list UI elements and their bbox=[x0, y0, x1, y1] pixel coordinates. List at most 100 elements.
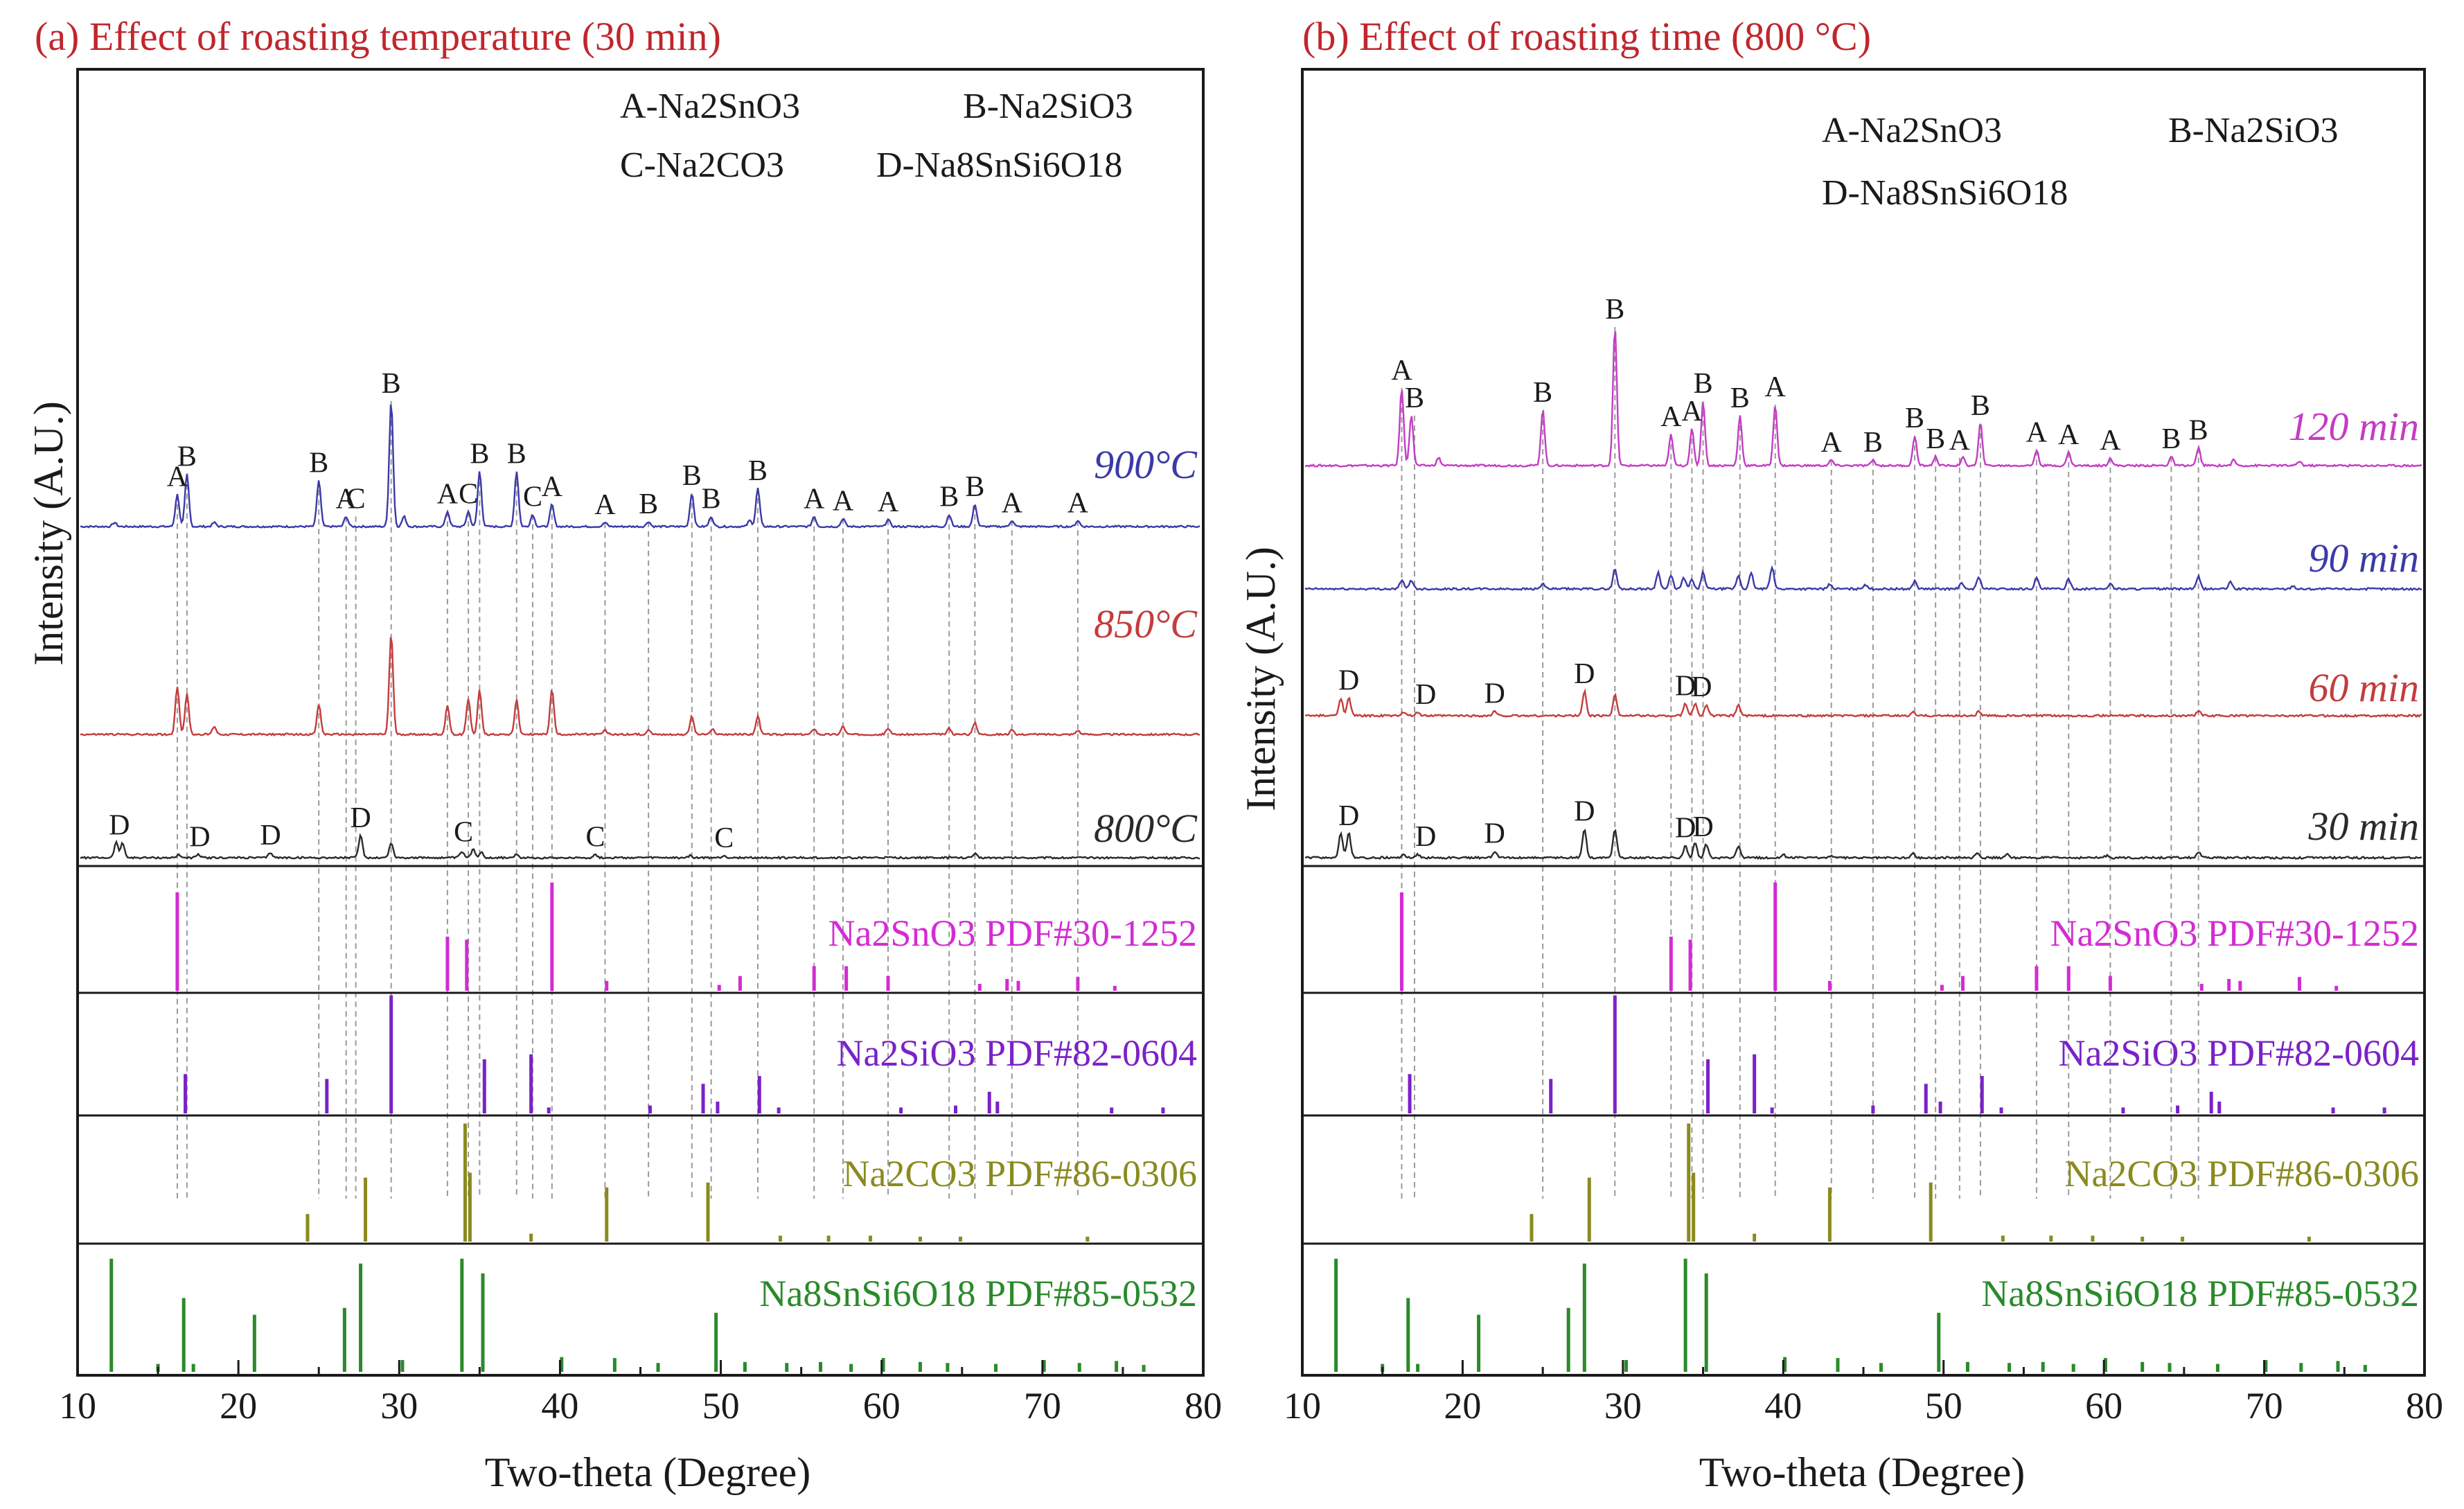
peak-label: D bbox=[1675, 812, 1696, 844]
peak-label: B bbox=[1971, 390, 1990, 422]
panel-b-legend-a: A-Na2SnO3 bbox=[1822, 111, 2002, 150]
panel-a: (a) Effect of roasting temperature (30 m… bbox=[26, 14, 1222, 1495]
x-tick-label: 40 bbox=[541, 1385, 578, 1427]
xrd-curve bbox=[80, 833, 1200, 861]
x-tick-label: 20 bbox=[1444, 1385, 1481, 1427]
panel-b-title: (b) Effect of roasting time (800 °C) bbox=[1302, 14, 1871, 59]
panel-b-ref-label-na2sio3: Na2SiO3 PDF#82-0604 bbox=[2058, 1032, 2419, 1074]
panel-a-title: (a) Effect of roasting temperature (30 m… bbox=[35, 14, 721, 59]
panel-a-ref-label-na2co3: Na2CO3 PDF#86-0306 bbox=[842, 1153, 1197, 1194]
peak-label: A bbox=[1391, 355, 1412, 387]
panel-b-frame bbox=[1301, 68, 2426, 1377]
panel-b-curve-label-120: 120 min bbox=[2289, 404, 2420, 449]
panel-a-curve-label-900: 900°C bbox=[1094, 442, 1198, 487]
xrd-curve bbox=[80, 404, 1200, 529]
panel-a-x-ticks: 10 20 30 40 50 60 70 80 bbox=[59, 1360, 1222, 1427]
peak-label: A bbox=[1821, 427, 1843, 459]
peak-label: A bbox=[2058, 419, 2080, 451]
peak-label: D bbox=[189, 822, 210, 854]
peak-label: C bbox=[459, 478, 478, 510]
panel-b-guides bbox=[1401, 327, 2199, 1199]
peak-label: D bbox=[1675, 670, 1696, 702]
peak-label: B bbox=[1533, 377, 1552, 409]
peak-label: D bbox=[1574, 795, 1595, 827]
peak-label: A bbox=[1765, 371, 1787, 403]
xrd-curve bbox=[80, 637, 1200, 737]
panel-b-x-axis-label: Two-theta (Degree) bbox=[1699, 1449, 2026, 1495]
peak-label: B bbox=[1730, 382, 1750, 414]
x-tick-label: 50 bbox=[1925, 1385, 1962, 1427]
x-tick-label: 50 bbox=[702, 1385, 740, 1427]
panel-b-curve-label-30: 30 min bbox=[2308, 804, 2420, 849]
panel-b-curves bbox=[1304, 331, 2422, 861]
peak-label: B bbox=[1694, 368, 1713, 400]
peak-label: A bbox=[878, 486, 899, 518]
x-tick-label: 30 bbox=[380, 1385, 418, 1427]
peak-label: A bbox=[1002, 487, 1023, 519]
x-tick-label: 70 bbox=[2246, 1385, 2283, 1427]
peak-label: C bbox=[585, 822, 605, 854]
panel-b-legend-d: D-Na8SnSi6O18 bbox=[1822, 173, 2068, 213]
peak-label: B bbox=[1863, 427, 1883, 459]
panel-a-curve-label-800: 800°C bbox=[1094, 806, 1198, 851]
panel-b-x-ticks: 10 20 30 40 50 60 70 80 bbox=[1284, 1360, 2443, 1427]
peak-label: D bbox=[1415, 679, 1436, 711]
peak-label: B bbox=[639, 488, 658, 520]
panel-b-ref-label-na8snsi6o18: Na8SnSi6O18 PDF#85-0532 bbox=[1981, 1273, 2419, 1314]
panel-a-guides bbox=[176, 400, 1079, 1199]
x-tick-label: 60 bbox=[2085, 1385, 2122, 1427]
peak-label: B bbox=[748, 455, 768, 487]
peak-label: D bbox=[1692, 811, 1713, 843]
panel-a-legend-a: A-Na2SnO3 bbox=[620, 87, 800, 126]
panel-b-ref-label-na2co3: Na2CO3 PDF#86-0306 bbox=[2064, 1153, 2419, 1194]
peak-label: A bbox=[594, 489, 616, 521]
xrd-curve bbox=[1304, 565, 2422, 592]
peak-label: D bbox=[1338, 800, 1359, 832]
panel-a-legend-d: D-Na8SnSi6O18 bbox=[876, 145, 1122, 185]
peak-label: D bbox=[260, 820, 281, 851]
x-tick-label: 10 bbox=[59, 1385, 96, 1427]
peak-label: B bbox=[1405, 382, 1424, 414]
peak-label: A bbox=[1067, 487, 1089, 519]
panel-a-frame bbox=[76, 68, 1205, 1377]
peak-label: D bbox=[1691, 671, 1712, 703]
peak-label: A bbox=[804, 484, 825, 515]
x-tick-label: 80 bbox=[1185, 1385, 1222, 1427]
panel-b-references bbox=[1334, 882, 2386, 1372]
panel-a-curve-label-850: 850°C bbox=[1094, 601, 1198, 646]
panel-b-curve-label-60: 60 min bbox=[2309, 665, 2420, 710]
panel-a-x-axis-label: Two-theta (Degree) bbox=[485, 1449, 811, 1495]
peak-label: D bbox=[1484, 818, 1505, 849]
peak-label: B bbox=[1905, 403, 1924, 434]
peak-label: B bbox=[309, 447, 328, 479]
panel-a-ref-label-na2sno3: Na2SnO3 PDF#30-1252 bbox=[828, 912, 1197, 954]
peak-label: B bbox=[470, 438, 489, 470]
xrd-curve bbox=[1304, 829, 2422, 861]
peak-label: C bbox=[523, 482, 542, 513]
peak-label: D bbox=[109, 809, 130, 841]
panel-a-references bbox=[109, 882, 1165, 1372]
panel-b: (b) Effect of roasting time (800 °C) Int… bbox=[1238, 14, 2443, 1495]
peak-label: B bbox=[939, 482, 959, 513]
x-tick-label: 30 bbox=[1604, 1385, 1642, 1427]
panel-b-ref-label-na2sno3: Na2SnO3 PDF#30-1252 bbox=[2050, 912, 2419, 954]
panel-a-ref-label-na8snsi6o18: Na8SnSi6O18 PDF#85-0532 bbox=[759, 1273, 1197, 1314]
peak-label: B bbox=[1926, 423, 1945, 455]
peak-label: B bbox=[2189, 414, 2208, 446]
x-tick-label: 10 bbox=[1284, 1385, 1321, 1427]
xrd-curve bbox=[1304, 688, 2422, 718]
panel-b-y-axis-label: Intensity (A.U.) bbox=[1238, 547, 1284, 811]
peak-label: C bbox=[346, 484, 366, 515]
x-tick-label: 60 bbox=[863, 1385, 901, 1427]
peak-label: B bbox=[702, 484, 721, 515]
x-tick-label: 40 bbox=[1764, 1385, 1802, 1427]
peak-label: A bbox=[167, 461, 188, 493]
peak-label: C bbox=[454, 816, 473, 848]
panel-b-legend-b: B-Na2SiO3 bbox=[2168, 111, 2339, 150]
x-tick-label: 70 bbox=[1024, 1385, 1061, 1427]
peak-label: A bbox=[542, 471, 563, 503]
peak-label: B bbox=[965, 471, 984, 503]
x-tick-label: 20 bbox=[220, 1385, 257, 1427]
